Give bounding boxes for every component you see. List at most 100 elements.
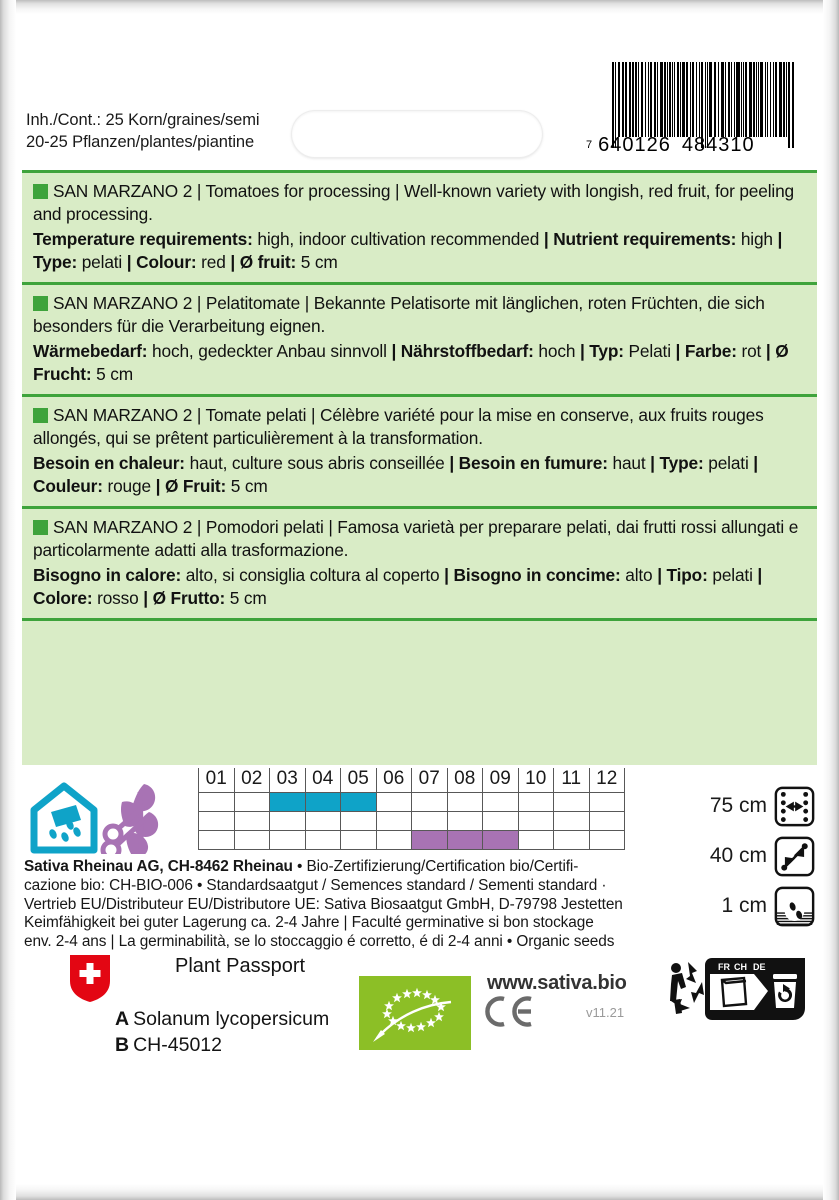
company-name: Sativa Rheinau AG, CH-8462 Rheinau: [24, 858, 293, 875]
barcode-bar: [686, 62, 689, 137]
barcode-bar: [782, 62, 786, 137]
passport-field-a: A Solanum lycopersicum: [115, 1007, 329, 1033]
barcode-bar: [740, 62, 742, 137]
barcode-bar: [698, 62, 700, 137]
calendar-cell-empty-row-05: [340, 811, 377, 831]
variety-properties-fr: Besoin en chaleur: haut, culture sous ab…: [33, 453, 758, 496]
calendar-cell-sow-indoors-09: [482, 792, 519, 812]
barcode-bar: [749, 62, 752, 137]
calendar-cell-harvest-10: [517, 830, 554, 850]
eu-star: [388, 1015, 398, 1026]
calendar-cell-harvest-12: [588, 830, 625, 850]
barcode-bar: [788, 62, 790, 148]
barcode-bar: [641, 62, 643, 137]
barcode-bar: [745, 62, 748, 137]
spec-plant-spacing: 40 cm: [705, 832, 815, 880]
calendar-cell-sow-indoors-10: [517, 792, 554, 812]
variety-headline-de: SAN MARZANO 2 | Pelatitomate | Bekannte …: [33, 293, 765, 336]
barcode-bar: [714, 62, 716, 137]
calendar-table: 01 02 03 04 05 06 07 08 09 10 11 12: [198, 768, 625, 850]
barcode-bar: [717, 62, 720, 137]
variety-marker-icon: [33, 184, 48, 199]
calendar-cell-empty-row-07: [411, 811, 448, 831]
calendar-cell-harvest-11: [553, 830, 590, 850]
sowing-depth-value: 1 cm: [721, 894, 767, 917]
passport-b-label: B: [115, 1033, 130, 1056]
language-divider-fr: [22, 394, 817, 397]
barcode-bar: [700, 62, 703, 148]
barcode-bar: [624, 62, 627, 137]
eu-star: [434, 1011, 444, 1022]
barcode-bars: [612, 62, 796, 148]
calendar-month-01: 01: [198, 768, 235, 793]
plant-spacing-value: 40 cm: [709, 844, 767, 867]
calendar-body: [198, 792, 625, 850]
recycling-icons: FR CH DE: [660, 958, 805, 1020]
plant-passport-title: Plant Passport: [175, 955, 306, 977]
calendar-month-10: 10: [517, 768, 554, 793]
barcode-bar: [773, 62, 774, 137]
barcode-lead-digit: 7: [586, 139, 594, 151]
calendar-cell-sow-indoors-02: [233, 792, 270, 812]
packet-edge-top: [0, 0, 839, 14]
barcode-bar: [737, 62, 740, 137]
blank-label-pill: [292, 111, 542, 157]
calendar-cell-harvest-05: [340, 830, 377, 850]
eu-star: [430, 994, 440, 1005]
calendar-month-11: 11: [553, 768, 590, 793]
calendar-row-harvest: [198, 830, 625, 850]
barcode-bar: [677, 62, 679, 137]
website-url[interactable]: www.sativa.bio: [487, 972, 627, 994]
eu-star: [402, 988, 412, 999]
barcode-bar: [710, 62, 712, 137]
barcode-bar: [755, 62, 757, 137]
barcode-bar: [683, 62, 685, 137]
calendar-cell-empty-row-06: [375, 811, 412, 831]
barcode-bar: [621, 62, 624, 137]
eu-star: [422, 989, 432, 1000]
language-divider-en: [22, 170, 817, 173]
barcode-group-2: 484310: [681, 134, 755, 156]
variety-properties-de: Wärmebedarf: hoch, gedeckter Anbau sinnv…: [33, 341, 789, 384]
barcode-bar: [733, 62, 735, 137]
barcode-bar: [764, 62, 767, 137]
eu-star: [406, 1022, 416, 1033]
calendar-cell-sow-indoors-04: [304, 792, 341, 812]
calendar-header-row: 01 02 03 04 05 06 07 08 09 10 11 12: [198, 768, 625, 793]
spec-sowing-depth: 1 cm: [705, 882, 815, 930]
eu-star: [412, 987, 422, 998]
calendar-cell-empty-row-01: [198, 811, 235, 831]
calendar-legend-icons: [26, 776, 176, 861]
language-divider-it: [22, 506, 817, 509]
svg-text:FR: FR: [718, 962, 730, 972]
barcode-bar: [667, 62, 668, 137]
barcode-bar: [681, 62, 683, 137]
content-plants-count: 20-25 Pflanzen/plantes/piantine: [26, 132, 255, 151]
sowing-depth-icon: [774, 886, 815, 926]
fr-ch-de-recycling-icon: FR CH DE: [705, 958, 805, 1020]
barcode-bar: [637, 62, 640, 137]
sowing-harvest-calendar: 01 02 03 04 05 06 07 08 09 10 11 12: [198, 768, 625, 850]
calendar-cell-sow-indoors-11: [553, 792, 590, 812]
barcode-bar: [690, 62, 692, 137]
barcode-bar: [618, 62, 620, 137]
calendar-cell-empty-row-04: [304, 811, 341, 831]
passport-b-value: CH-45012: [133, 1033, 222, 1056]
company-line-5: env. 2-4 ans | La germinabilità, se lo s…: [24, 933, 615, 951]
calendar-month-03: 03: [269, 768, 306, 793]
calendar-month-06: 06: [375, 768, 412, 793]
barcode-bar: [779, 62, 782, 137]
barcode-bar: [706, 62, 708, 148]
passport-a-label: A: [115, 1008, 130, 1030]
calendar-cell-sow-indoors-05: [340, 792, 377, 812]
svg-text:CH: CH: [734, 962, 747, 972]
barcode-bar: [674, 62, 676, 137]
variety-headline-it: SAN MARZANO 2 | Pomodori pelati | Famosa…: [33, 517, 799, 560]
barcode-bar: [767, 62, 769, 137]
swiss-shield-icon: [70, 955, 110, 1002]
calendar-cell-harvest-03: [269, 830, 306, 850]
barcode-group-1: 640126: [598, 134, 671, 156]
barcode-bar: [644, 62, 646, 137]
barcode-bar: [612, 62, 615, 148]
barcode-bar: [786, 62, 787, 137]
